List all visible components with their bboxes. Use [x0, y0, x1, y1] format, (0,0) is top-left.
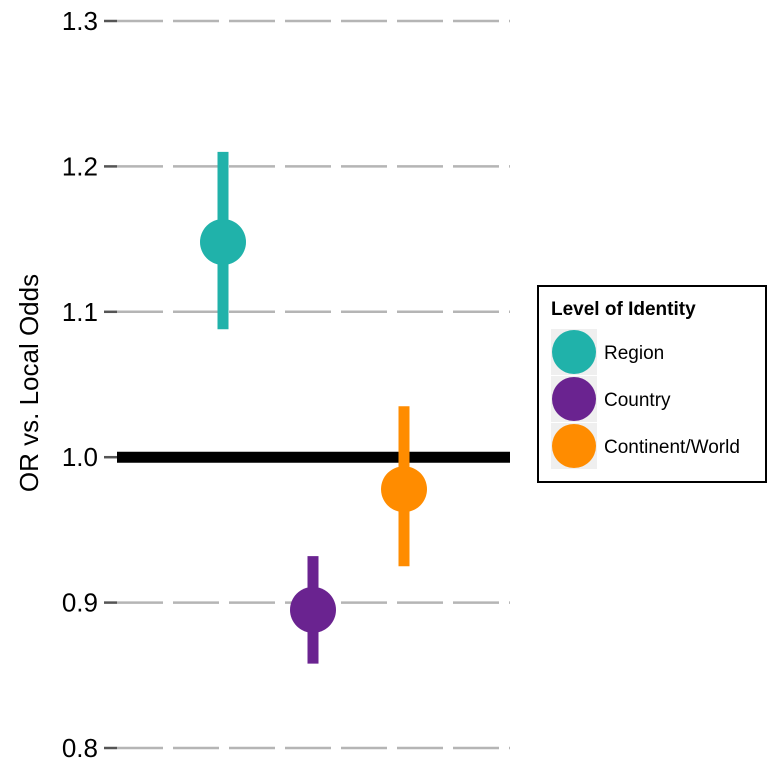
point-estimate	[200, 219, 246, 266]
y-tick-label: 1.1	[62, 297, 98, 327]
legend-label: Country	[604, 390, 671, 411]
y-tick-label: 0.8	[62, 733, 98, 763]
series-layer	[200, 151, 427, 664]
y-tick-label: 1.3	[62, 6, 98, 36]
legend-swatch	[552, 424, 596, 468]
y-tick-label: 1.2	[62, 151, 98, 181]
legend-label: Region	[604, 343, 664, 364]
legend-swatch	[552, 377, 596, 421]
legend-label: Continent/World	[604, 437, 740, 458]
point-estimate	[381, 466, 427, 513]
point-estimate	[290, 586, 336, 633]
y-axis: 0.8 0.9 1.0 1.1 1.2 1.3	[62, 6, 117, 763]
y-tick-label: 1.0	[62, 442, 98, 472]
legend-swatch	[552, 330, 596, 374]
legend-items: Region Country Continent/World	[551, 329, 740, 469]
legend-title: Level of Identity	[551, 299, 696, 320]
y-tick-label: 0.9	[62, 588, 98, 618]
y-axis-title: OR vs. Local Odds	[14, 274, 44, 492]
legend: Level of Identity Region Country Continent…	[537, 285, 767, 483]
